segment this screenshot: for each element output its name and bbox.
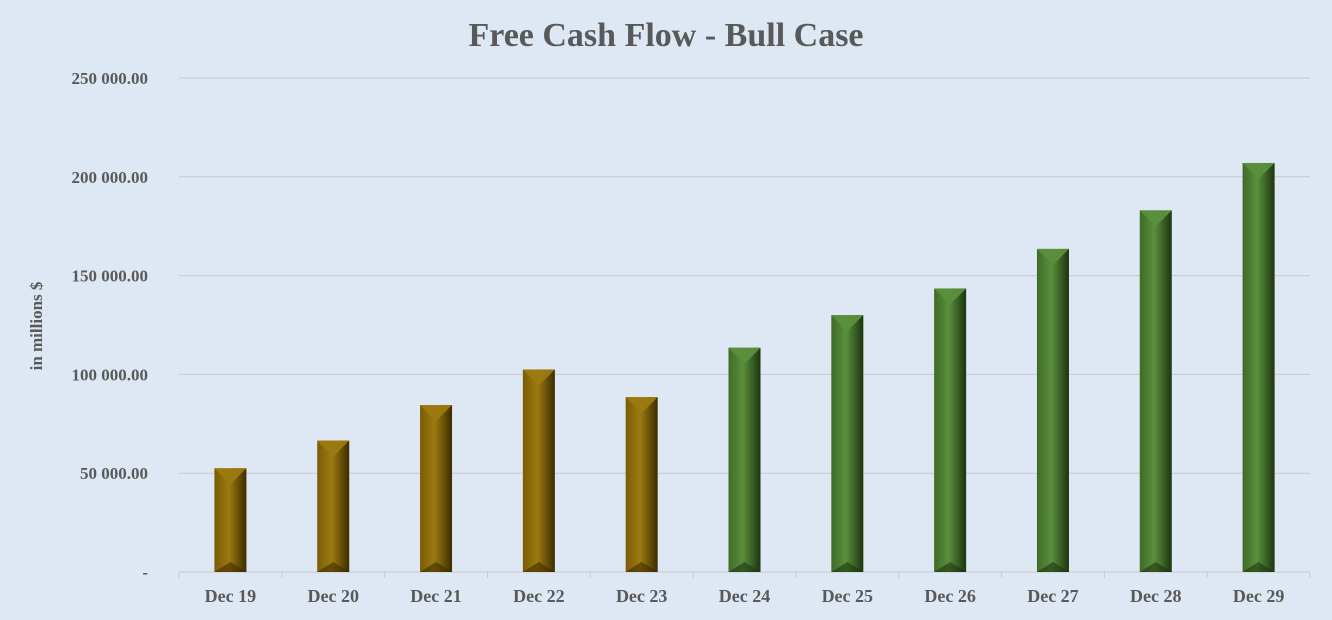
y-tick-label: 50 000.00	[80, 464, 148, 483]
x-axis-ticks: Dec 19 Dec 20 Dec 21 Dec 22 Dec 23 Dec 24 Dec …	[205, 586, 1285, 606]
x-tick-label: Dec 24	[719, 586, 770, 606]
bar-cap	[1242, 162, 1275, 179]
y-tick-label: -	[142, 563, 148, 582]
bar-body	[1242, 162, 1275, 572]
y-tick-label: 100 000.00	[72, 365, 149, 384]
x-tick-label: Dec 29	[1233, 586, 1284, 606]
bar-historical	[214, 468, 247, 572]
bar-historical	[420, 405, 453, 572]
bar-cap	[522, 369, 555, 386]
bar-projected	[728, 347, 761, 572]
bar-body	[1036, 248, 1069, 572]
bar-cap	[1036, 248, 1069, 265]
bar-body	[625, 397, 658, 572]
bar-cap	[420, 405, 453, 422]
x-tick-label: Dec 20	[307, 586, 358, 606]
bar-base	[522, 562, 555, 572]
bar-cap	[1139, 210, 1172, 227]
bar-base	[1139, 562, 1172, 572]
x-tick-label: Dec 26	[924, 586, 975, 606]
bar-base	[214, 562, 247, 572]
bar-body	[317, 440, 350, 572]
y-tick-label: 250 000.00	[72, 69, 149, 88]
y-tick-label: 150 000.00	[72, 267, 149, 286]
x-tick-label: Dec 28	[1130, 586, 1181, 606]
y-axis-ticks: - 50 000.00 100 000.00 150 000.00 200 000.00…	[72, 69, 149, 582]
bar-body	[214, 468, 247, 572]
chart-title: Free Cash Flow - Bull Case	[468, 17, 863, 54]
bar-historical	[625, 397, 658, 572]
bar-cap	[934, 288, 967, 305]
bar-base	[1242, 562, 1275, 572]
x-tick-label: Dec 23	[616, 586, 667, 606]
bar-body	[522, 369, 555, 572]
y-axis-label: in millions $	[27, 281, 46, 370]
bar-base	[934, 562, 967, 572]
bar-base	[1036, 562, 1069, 572]
bar-base	[420, 562, 453, 572]
bar-projected	[1242, 162, 1275, 572]
bar-historical	[522, 369, 555, 572]
x-tick-label: Dec 27	[1027, 586, 1078, 606]
x-tick-label: Dec 25	[822, 586, 873, 606]
bar-cap	[831, 315, 864, 332]
bar-body	[420, 405, 453, 572]
bar-cap	[625, 397, 658, 414]
bar-base	[317, 562, 350, 572]
bar-historical	[317, 440, 350, 572]
x-tick-label: Dec 22	[513, 586, 564, 606]
bar-projected	[1036, 248, 1069, 572]
bars	[214, 162, 1275, 572]
bar-cap	[214, 468, 247, 485]
bar-body	[934, 288, 967, 572]
x-tick-label: Dec 19	[205, 586, 256, 606]
y-tick-label: 200 000.00	[72, 168, 149, 187]
bar-projected	[934, 288, 967, 572]
bar-projected	[1139, 210, 1172, 572]
bar-body	[831, 315, 864, 572]
bar-body	[728, 347, 761, 572]
bar-cap	[728, 347, 761, 364]
bar-body	[1139, 210, 1172, 572]
x-tick-label: Dec 21	[410, 586, 461, 606]
bar-base	[728, 562, 761, 572]
bar-projected	[831, 315, 864, 572]
bar-cap	[317, 440, 350, 457]
bar-base	[831, 562, 864, 572]
bar-base	[625, 562, 658, 572]
